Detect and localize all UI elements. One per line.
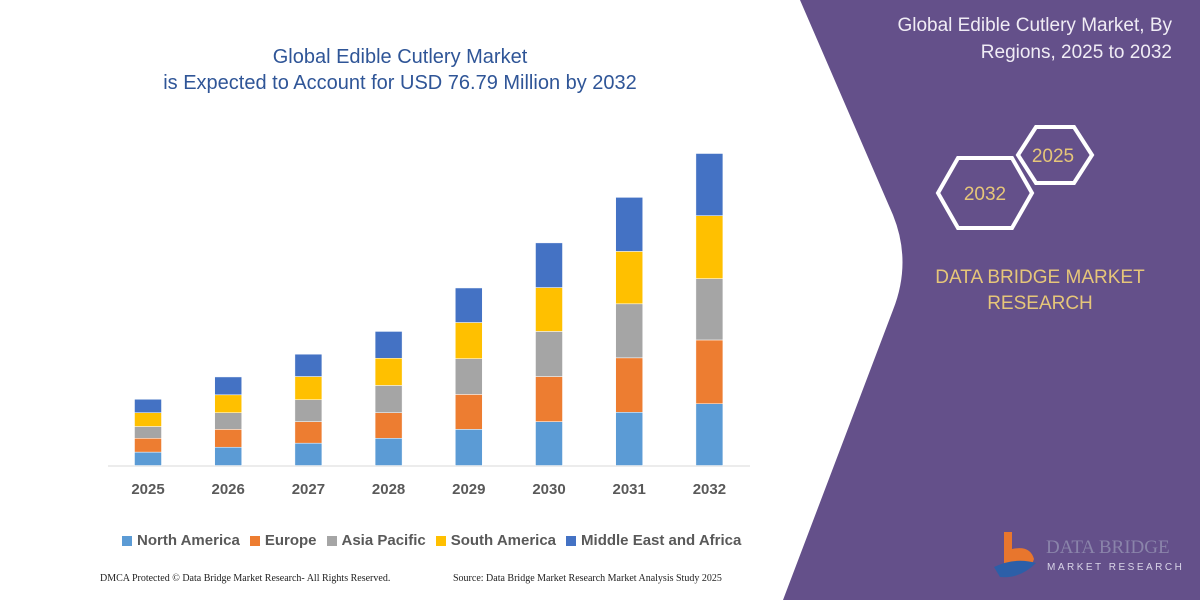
footer-copyright: DMCA Protected © Data Bridge Market Rese… (100, 573, 391, 584)
bar-segment-2031-middle-east-and-africa (615, 197, 643, 252)
bar-segment-2032-europe (695, 339, 724, 404)
bar-segment-2032-middle-east-and-africa (695, 153, 724, 216)
brand-line1: DATA BRIDGE MARKET (935, 267, 1145, 288)
bar-segment-2026-north-america (214, 446, 242, 466)
bar-segment-2030-asia-pacific (535, 331, 563, 377)
legend-item: North America (122, 532, 240, 549)
bar-segment-2027-south-america (294, 376, 323, 400)
x-tick-label: 2026 (212, 481, 245, 498)
bar-segment-2025-europe (134, 438, 162, 453)
side-title-line1: Global Edible Cutlery Market, By (897, 15, 1172, 36)
side-panel-title: Global Edible Cutlery Market, By Regions… (897, 12, 1172, 66)
bar-segment-2029-north-america (455, 429, 483, 466)
x-tick-label: 2032 (693, 481, 726, 498)
x-tick-label: 2027 (292, 481, 325, 498)
bar-segment-2032-asia-pacific (695, 278, 724, 341)
bar-segment-2031-europe (615, 357, 643, 413)
stacked-bar-chart: 2025 2026 2027 2028 2029 2030 2031 2032 (108, 153, 750, 498)
bar-segment-2028-asia-pacific (374, 385, 403, 413)
bar-segment-2031-south-america (615, 251, 643, 305)
brand-text: DATA BRIDGE MARKET RESEARCH (920, 265, 1160, 317)
hexagon-2025 (1015, 125, 1095, 185)
x-tick-label: 2025 (131, 481, 164, 498)
bar-segment-2025-north-america (134, 451, 162, 466)
bar-segment-2027-middle-east-and-africa (294, 353, 323, 377)
legend-item: Europe (249, 532, 317, 549)
data-bridge-logo: DATA BRIDGE MARKET RESEARCH (994, 532, 1184, 578)
bar-segment-2031-asia-pacific (615, 303, 643, 359)
legend-item: South America (435, 532, 557, 549)
side-title-line2: Regions, 2025 to 2032 (980, 42, 1172, 63)
legend-swatch (249, 535, 260, 546)
legend-swatch (435, 535, 446, 546)
bar-segment-2026-asia-pacific (214, 412, 242, 430)
bar-segment-2026-south-america (214, 394, 242, 413)
legend-swatch (326, 535, 337, 546)
bar-segment-2030-south-america (535, 287, 563, 332)
bar-segment-2027-europe (294, 421, 323, 444)
bar-segment-2028-north-america (374, 438, 403, 466)
bar-segment-2028-europe (374, 412, 403, 439)
x-tick-label: 2029 (452, 481, 485, 498)
footer-source: Source: Data Bridge Market Research Mark… (453, 573, 722, 584)
legend-swatch (122, 535, 132, 546)
bar-segment-2030-europe (535, 376, 563, 422)
bar-segment-2027-north-america (294, 442, 323, 466)
bar-segment-2030-north-america (535, 421, 563, 466)
x-tick-label: 2028 (372, 481, 405, 498)
legend-label: Europe (264, 532, 317, 549)
x-tick-label: 2031 (613, 481, 646, 498)
bar-segment-2030-middle-east-and-africa (535, 242, 563, 288)
chart-title: Global Edible Cutlery Market is Expected… (120, 44, 680, 96)
bar-segment-2028-south-america (374, 358, 403, 386)
hexagon-2032 (935, 156, 1035, 230)
legend-swatch (566, 535, 577, 546)
bar-segment-2029-south-america (455, 322, 483, 359)
bar-segment-2026-middle-east-and-africa (214, 376, 242, 396)
logo-text: DATA BRIDGE (1046, 537, 1170, 558)
legend-item: Asia Pacific (326, 532, 426, 549)
bar-segment-2026-europe (214, 429, 242, 448)
chart-title-line1: Global Edible Cutlery Market (272, 46, 528, 68)
legend: North America Europe Asia Pacific South Ame… (122, 532, 741, 549)
legend-label: Asia Pacific (341, 532, 426, 549)
brand-line2: RESEARCH (987, 293, 1093, 314)
hex-label-2032: 2032 (964, 184, 1006, 205)
bar-segment-2032-south-america (695, 215, 724, 279)
bar-segment-2025-south-america (134, 412, 162, 427)
bar-segment-2029-middle-east-and-africa (455, 287, 483, 323)
bar-segment-2025-asia-pacific (134, 426, 162, 439)
hex-label-2025: 2025 (1032, 146, 1074, 167)
bar-segment-2029-europe (455, 394, 483, 430)
legend-label: South America (450, 532, 557, 549)
legend-label: Middle East and Africa (581, 532, 742, 549)
legend-label: North America (137, 532, 240, 549)
chart-title-line2: is Expected to Account for USD 76.79 Mil… (163, 72, 637, 94)
bar-segment-2027-asia-pacific (294, 399, 323, 422)
logo-subtext: MARKET RESEARCH (1047, 562, 1184, 573)
bar-segment-2025-middle-east-and-africa (134, 399, 162, 413)
bar-segment-2028-middle-east-and-africa (374, 331, 403, 359)
bar-segment-2031-north-america (615, 412, 643, 466)
bar-segment-2032-north-america (695, 403, 724, 466)
bar-segment-2029-asia-pacific (455, 358, 483, 395)
side-panel (783, 0, 1200, 600)
x-tick-label: 2030 (532, 481, 565, 498)
legend-item: Middle East and Africa (566, 532, 741, 549)
